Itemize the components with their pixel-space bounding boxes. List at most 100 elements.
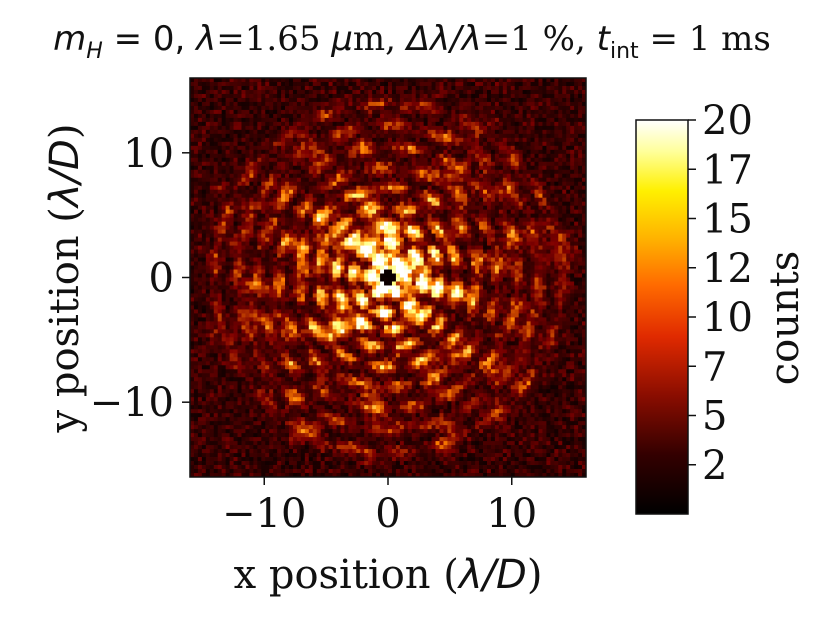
heatmap-cell xyxy=(490,157,496,163)
heatmap-cell xyxy=(217,113,223,119)
heatmap-cell xyxy=(265,197,270,203)
heatmap-cell xyxy=(471,125,476,131)
heatmap-cell xyxy=(407,261,413,266)
heatmap-cell xyxy=(213,149,219,155)
heatmap-cell xyxy=(506,149,512,155)
heatmap-cell xyxy=(292,273,298,278)
heatmap-cell xyxy=(443,213,448,219)
heatmap-cell xyxy=(502,237,508,242)
heatmap-cell xyxy=(518,157,524,163)
heatmap-cell xyxy=(570,241,575,246)
heatmap-cell xyxy=(554,261,559,266)
heatmap-cell xyxy=(522,165,527,171)
heatmap-cell xyxy=(423,225,428,231)
heatmap-cell xyxy=(364,137,369,143)
heatmap-cell xyxy=(467,241,472,246)
heatmap-cell xyxy=(269,153,274,159)
heatmap-cell xyxy=(566,113,571,119)
heatmap-cell xyxy=(475,85,480,91)
heatmap-cell xyxy=(578,129,583,135)
heatmap-cell xyxy=(526,78,531,83)
heatmap-cell xyxy=(205,85,211,91)
heatmap-cell xyxy=(570,189,575,195)
heatmap-cell xyxy=(431,261,436,266)
heatmap-cell xyxy=(582,265,587,270)
heatmap-cell xyxy=(269,189,274,195)
heatmap-cell xyxy=(292,197,298,203)
heatmap-cell xyxy=(336,141,341,147)
heatmap-cell xyxy=(562,245,567,250)
heatmap-cell xyxy=(237,121,242,127)
heatmap-cell xyxy=(209,245,215,250)
heatmap-cell xyxy=(570,181,575,187)
heatmap-cell xyxy=(336,129,341,135)
heatmap-cell xyxy=(411,221,417,227)
heatmap-cell xyxy=(269,213,274,219)
heatmap-cell xyxy=(538,78,543,83)
heatmap-cell xyxy=(431,93,436,99)
heatmap-cell xyxy=(320,109,326,115)
heatmap-cell xyxy=(479,89,484,95)
heatmap-cell xyxy=(193,173,199,179)
heatmap-cell xyxy=(582,173,587,179)
heatmap-cell xyxy=(277,265,282,270)
heatmap-cell xyxy=(304,78,310,83)
heatmap-cell xyxy=(237,229,242,235)
heatmap-cell xyxy=(514,109,520,115)
heatmap-cell xyxy=(233,153,238,159)
heatmap-cell xyxy=(364,113,369,119)
heatmap-cell xyxy=(368,241,373,246)
heatmap-cell xyxy=(391,225,397,231)
heatmap-cell xyxy=(510,161,516,167)
heatmap-cell xyxy=(380,253,385,258)
heatmap-cell xyxy=(253,93,258,99)
heatmap-cell xyxy=(332,221,337,227)
heatmap-cell xyxy=(209,125,215,131)
heatmap-cell xyxy=(312,117,318,123)
heatmap-cell xyxy=(360,249,365,254)
heatmap-cell xyxy=(494,117,500,123)
heatmap-cell xyxy=(316,225,322,231)
heatmap-cell xyxy=(407,101,413,107)
heatmap-cell xyxy=(522,78,527,83)
heatmap-cell xyxy=(487,129,492,135)
heatmap-cell xyxy=(197,261,203,266)
heatmap-cell xyxy=(391,257,397,262)
heatmap-cell xyxy=(253,205,258,211)
heatmap-cell xyxy=(419,249,425,254)
heatmap-cell xyxy=(487,133,492,139)
heatmap-cell xyxy=(475,105,480,111)
heatmap-cell xyxy=(241,93,246,99)
heatmap-cell xyxy=(487,213,492,219)
heatmap-cell xyxy=(407,165,413,171)
heatmap-cell xyxy=(316,101,322,107)
heatmap-cell xyxy=(201,97,207,103)
heatmap-cell xyxy=(352,265,357,270)
heatmap-cell xyxy=(324,125,329,131)
heatmap-cell xyxy=(273,229,278,235)
heatmap-cell xyxy=(538,161,543,167)
title-tint-subscript: int xyxy=(610,39,639,64)
heatmap-cell xyxy=(463,133,468,139)
heatmap-cell xyxy=(344,101,349,107)
heatmap-cell xyxy=(384,161,389,167)
heatmap-cell xyxy=(407,233,413,238)
heatmap-cell xyxy=(360,253,365,258)
heatmap-cell xyxy=(356,257,361,262)
heatmap-cell xyxy=(352,225,357,231)
heatmap-cell xyxy=(570,81,575,87)
heatmap-cell xyxy=(380,269,385,274)
heatmap-cell xyxy=(364,133,369,139)
heatmap-cell xyxy=(320,245,326,250)
heatmap-cell xyxy=(423,197,428,203)
heatmap-cell xyxy=(459,265,464,270)
heatmap-cell xyxy=(340,193,345,199)
heatmap-cell xyxy=(336,237,341,242)
heatmap-cell xyxy=(415,269,421,274)
heatmap-cell xyxy=(217,129,223,135)
heatmap-cell xyxy=(502,129,508,135)
heatmap-cell xyxy=(570,205,575,211)
heatmap-cell xyxy=(253,109,258,115)
heatmap-cell xyxy=(443,105,448,111)
heatmap-cell xyxy=(380,137,385,143)
